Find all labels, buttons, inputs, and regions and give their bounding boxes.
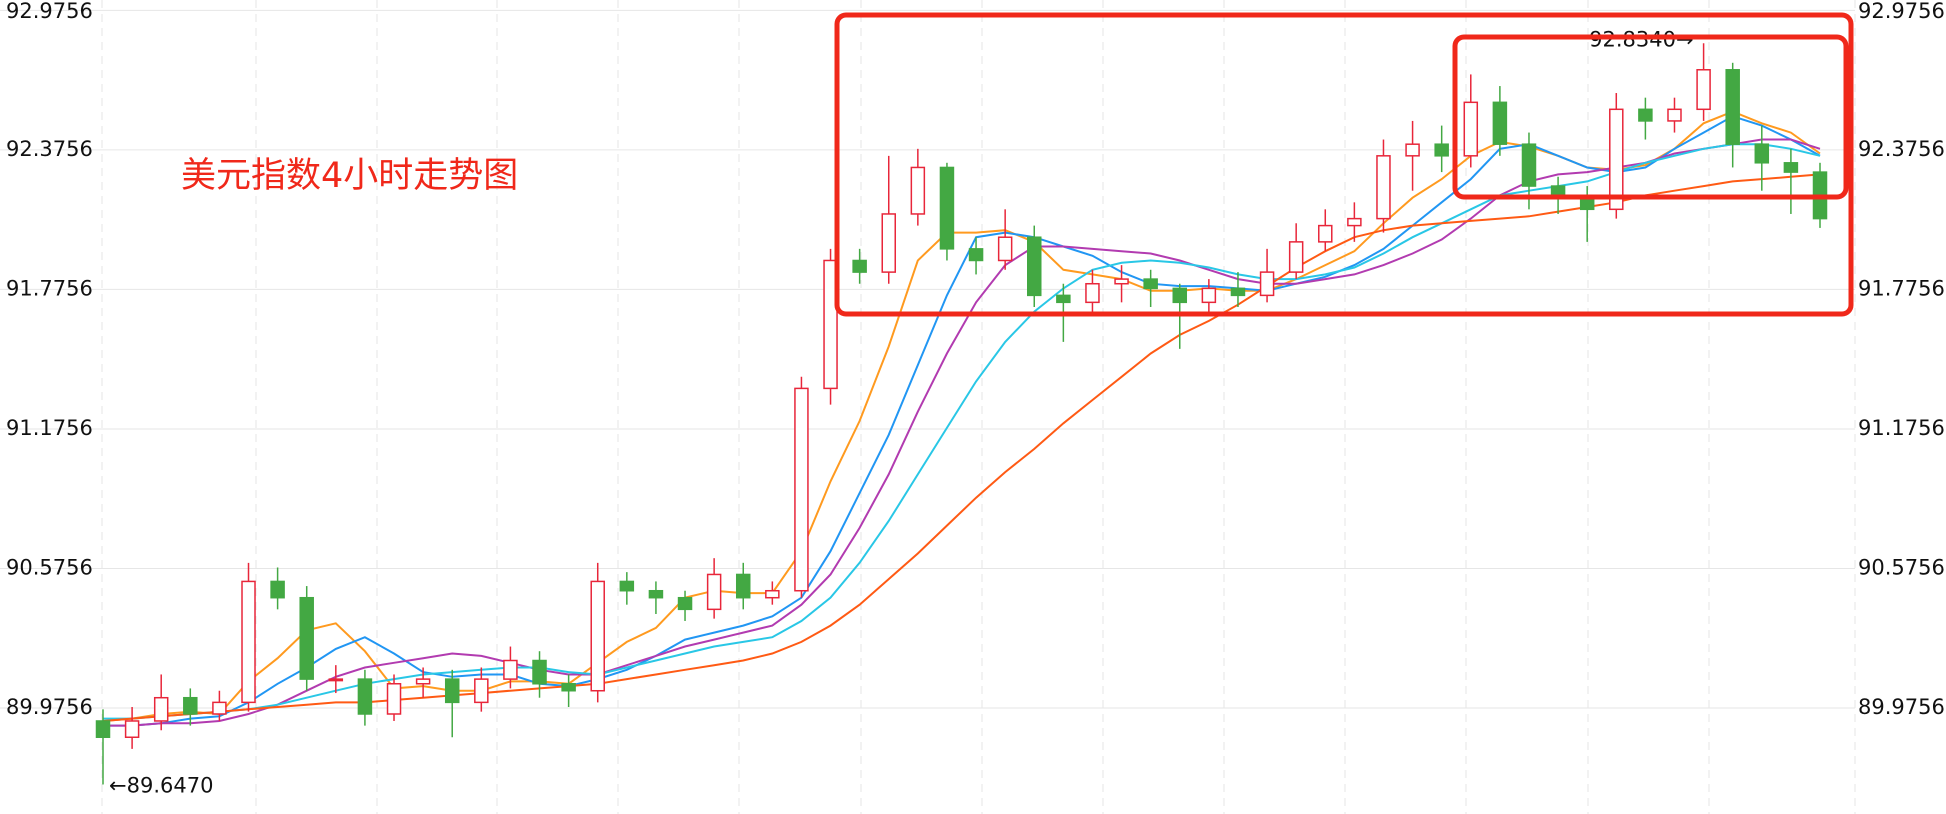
candle-body	[95, 720, 111, 739]
candle-body	[1638, 108, 1653, 122]
candle-body	[357, 678, 373, 715]
y-tick-label-right: 91.1756	[1858, 416, 1945, 440]
y-tick-label: 91.1756	[6, 416, 93, 440]
candle-body	[939, 166, 955, 250]
candle-body	[619, 580, 635, 592]
candle-body	[153, 696, 169, 722]
candle-body	[1318, 224, 1333, 243]
y-tick-label: 89.9756	[6, 695, 93, 719]
candle-body	[183, 696, 198, 715]
candle-body	[1201, 287, 1217, 304]
candle-body	[1376, 155, 1391, 220]
candle-body	[1667, 108, 1682, 122]
candle-body	[1056, 294, 1071, 304]
candle-body	[823, 259, 838, 390]
candle-body	[1114, 278, 1129, 285]
candle-body	[677, 596, 693, 611]
y-tick-label-right: 90.5756	[1858, 555, 1945, 579]
y-tick-label-right: 92.3756	[1858, 137, 1945, 161]
candle-body	[1230, 287, 1246, 297]
y-tick-label: 92.3756	[6, 137, 93, 161]
candle-body	[910, 166, 926, 215]
candle-body	[1521, 143, 1537, 187]
candle-body	[1550, 185, 1566, 197]
candle-body	[590, 580, 605, 692]
candle-body	[1463, 101, 1479, 157]
moving-average-line	[103, 138, 1821, 727]
y-tick-label-right: 92.9756	[1858, 0, 1945, 23]
candle-body	[241, 580, 256, 704]
candle-body	[997, 236, 1013, 262]
candle-body	[1696, 69, 1711, 111]
candle-body	[1434, 143, 1449, 157]
annotation: ←89.6470	[109, 773, 213, 797]
candle-body	[1725, 69, 1740, 145]
candle-body	[881, 213, 896, 273]
candle-body	[532, 659, 547, 685]
highlight-box	[834, 12, 1854, 317]
candle-body	[765, 589, 780, 599]
candle-body	[328, 678, 344, 682]
chart-title: 美元指数4小时走势图	[181, 156, 518, 196]
vertical-grid	[101, 0, 1856, 814]
candle-body	[1085, 282, 1100, 304]
candle-body	[1027, 236, 1042, 297]
candle-body	[1288, 241, 1304, 273]
candle-body	[735, 573, 751, 599]
y-tick-label-right: 89.9756	[1858, 695, 1945, 719]
candle-body	[1172, 287, 1188, 304]
candle-body	[270, 580, 285, 599]
candle-body	[648, 589, 664, 599]
candle-body	[1347, 217, 1362, 227]
candle-body	[1259, 271, 1275, 297]
candle-body	[561, 683, 576, 692]
candle-body	[474, 678, 489, 704]
y-tick-label: 90.5756	[6, 555, 93, 579]
y-tick-label-right: 91.7756	[1858, 276, 1945, 300]
candle-body	[124, 720, 140, 739]
candle-body	[706, 573, 722, 611]
candle-body	[1405, 143, 1420, 157]
y-tick-label: 91.7756	[6, 276, 93, 300]
candle-body	[299, 596, 314, 680]
candle-body	[1492, 101, 1508, 145]
candle-body	[794, 387, 809, 592]
candle-body	[1143, 278, 1158, 290]
candle-body	[852, 259, 867, 273]
candle-body	[1754, 143, 1770, 164]
highlight-box	[1452, 34, 1849, 200]
moving-average-line	[103, 115, 1821, 727]
candle-body	[968, 248, 984, 262]
moving-average-line	[102, 110, 1821, 722]
candle-body	[386, 683, 402, 715]
candle-body	[1609, 108, 1624, 211]
y-tick-label: 92.9756	[6, 0, 93, 23]
candle-body	[444, 678, 460, 704]
moving-average-line	[103, 143, 1821, 720]
candle-body	[415, 678, 431, 685]
candle-body	[1783, 162, 1799, 173]
candle-body	[212, 701, 227, 715]
candle-body	[503, 659, 518, 680]
